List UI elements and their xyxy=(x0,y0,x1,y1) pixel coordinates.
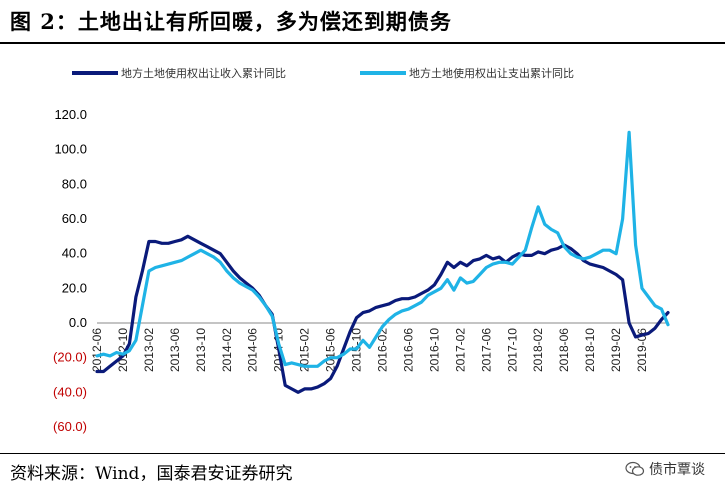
y-tick-label: 40.0 xyxy=(62,246,87,261)
x-tick-label: 2017-02 xyxy=(453,328,467,372)
source-note: 资料来源：Wind，国泰君安证券研究 xyxy=(10,464,293,484)
x-tick-label: 2015-06 xyxy=(324,328,338,372)
x-tick-label: 2012-06 xyxy=(90,328,104,372)
y-tick-label: 60.0 xyxy=(62,211,87,226)
chart-lines xyxy=(95,130,670,394)
x-tick-label: 2016-06 xyxy=(401,328,415,372)
x-tick-label: 2013-02 xyxy=(142,328,156,372)
x-tick-label: 2017-06 xyxy=(479,328,493,372)
x-tick-label: 2014-02 xyxy=(220,328,234,372)
watermark: 债市覃谈 xyxy=(625,459,705,479)
y-tick-label: (20.0) xyxy=(53,350,87,365)
watermark-text: 债市覃谈 xyxy=(649,462,705,478)
x-tick-label: 2018-10 xyxy=(583,328,597,372)
chart-legend: 地方土地使用权出让收入累计同比 地方土地使用权出让支出累计同比 xyxy=(72,66,574,80)
y-tick-label: 120.0 xyxy=(54,107,87,122)
x-tick-label: 2016-10 xyxy=(427,328,441,372)
x-tick-label: 2015-02 xyxy=(298,328,312,372)
x-tick-label: 2016-02 xyxy=(376,328,390,372)
series-line-2 xyxy=(95,130,670,368)
y-axis: 120.0 100.0 80.0 60.0 40.0 20.0 0.0 (20.0) (40.0… xyxy=(53,107,87,434)
y-tick-label: (60.0) xyxy=(53,419,87,434)
x-tick-label: 2013-06 xyxy=(168,328,182,372)
y-tick-label: (40.0) xyxy=(53,384,87,399)
y-tick-label: 100.0 xyxy=(54,142,87,157)
y-tick-label: 20.0 xyxy=(62,280,87,295)
source-divider xyxy=(0,453,725,454)
y-tick-label: 0.0 xyxy=(69,315,87,330)
title-divider xyxy=(0,42,725,44)
legend-label-series1: 地方土地使用权出让收入累计同比 xyxy=(121,66,286,80)
x-tick-label: 2014-06 xyxy=(246,328,260,372)
series-line-1 xyxy=(95,234,670,394)
x-tick-label: 2017-10 xyxy=(505,328,519,372)
figure-title: 图 2：土地出让有所回暖，多为偿还到期债务 xyxy=(10,9,452,34)
x-tick-label: 2018-02 xyxy=(531,328,545,372)
x-tick-label: 2019-02 xyxy=(609,328,623,372)
legend-label-series2: 地方土地使用权出让支出累计同比 xyxy=(409,66,574,80)
x-tick-label: 2018-06 xyxy=(557,328,571,372)
y-tick-label: 80.0 xyxy=(62,176,87,191)
x-axis: 2012-06 2012-10 2013-02 2013-06 2013-10 2014-… xyxy=(90,322,668,372)
x-tick-label: 2013-10 xyxy=(194,328,208,372)
x-tick-label: 2012-10 xyxy=(116,328,130,372)
wechat-icon xyxy=(625,461,645,476)
line-chart: 地方土地使用权出让收入累计同比 地方土地使用权出让支出累计同比 120.0 100… xyxy=(53,66,670,434)
x-tick-label: 2019-06 xyxy=(635,328,649,372)
